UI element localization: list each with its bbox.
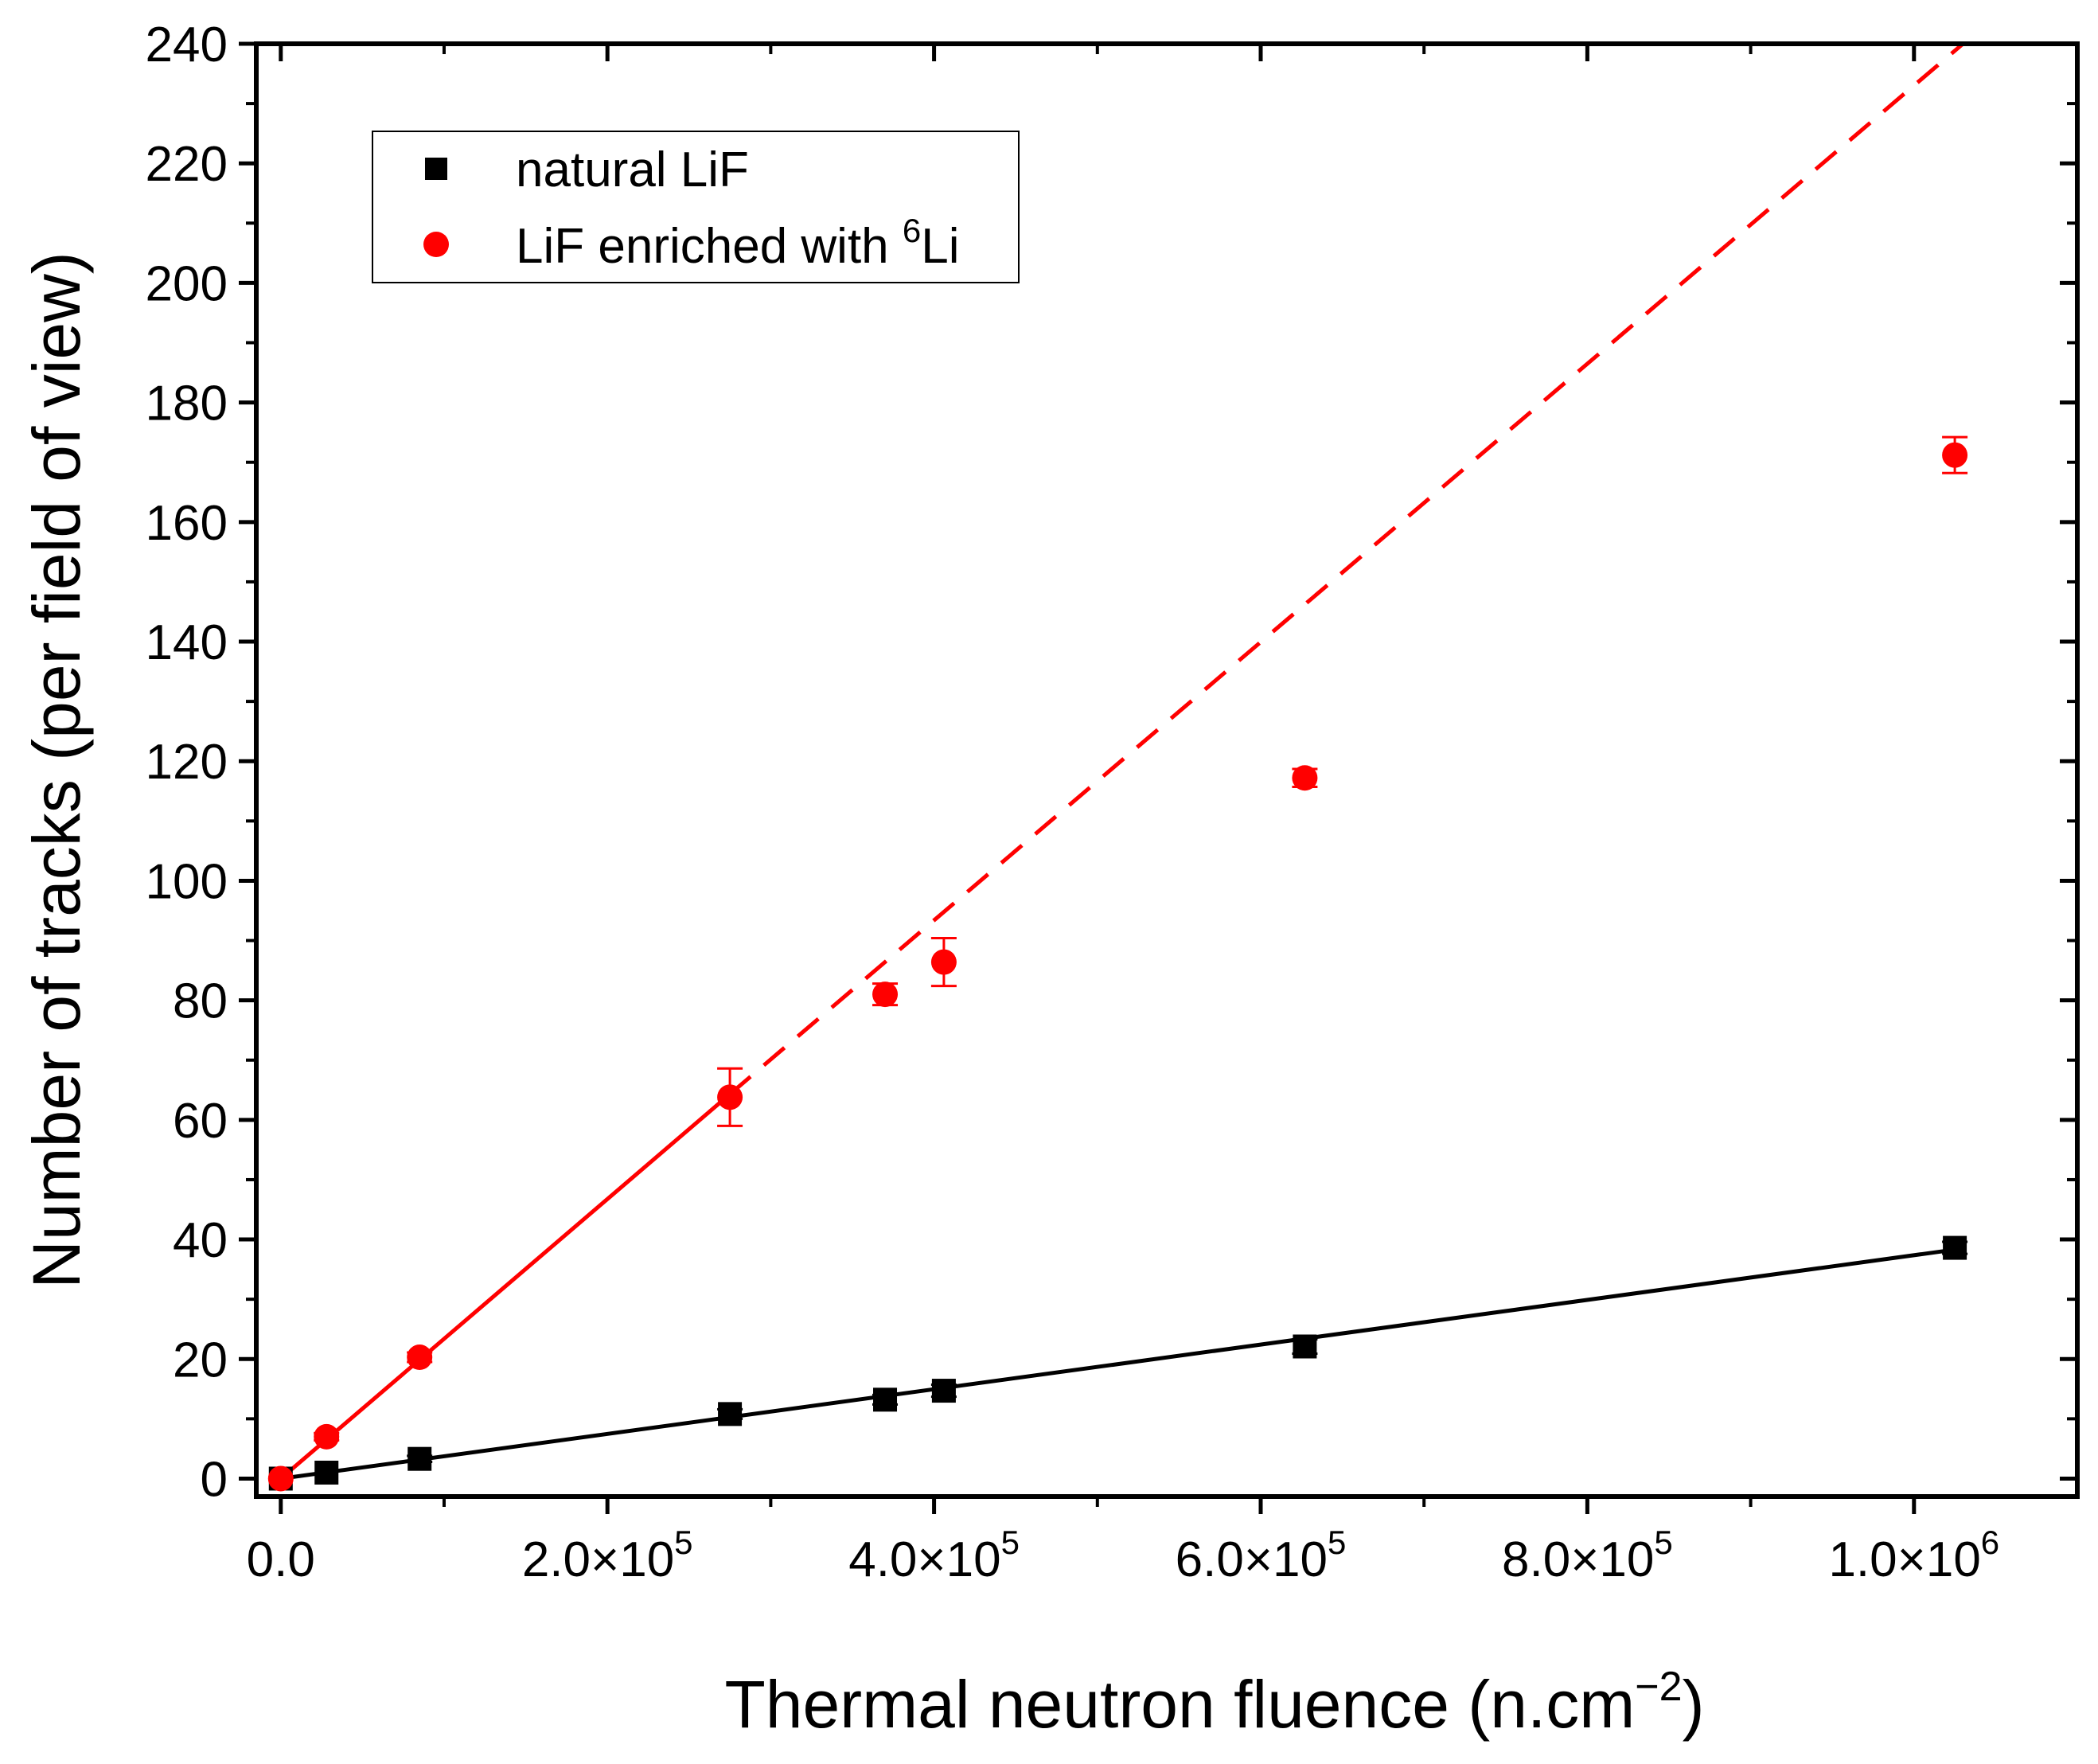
data-point-lif-enriched bbox=[267, 1465, 294, 1492]
x-tick-label: 8.0×105 bbox=[1502, 1524, 1673, 1587]
x-tick-exponent: 5 bbox=[1328, 1524, 1346, 1561]
x-axis-title-exponent: −2 bbox=[1635, 1664, 1682, 1710]
data-points-layer bbox=[267, 435, 1968, 1492]
y-axis-title: Number of tracks (per field of view) bbox=[19, 252, 94, 1288]
y-tick-label: 20 bbox=[173, 1333, 228, 1387]
tick-layer bbox=[239, 41, 2077, 1514]
x-tick-mantissa: 0.0 bbox=[247, 1532, 315, 1587]
data-point-lif-enriched bbox=[717, 1084, 743, 1110]
data-point-lif-enriched bbox=[407, 1344, 433, 1371]
x-tick-exponent: 6 bbox=[1981, 1524, 1999, 1561]
y-tick-label: 160 bbox=[146, 496, 228, 551]
data-point-natural-lif bbox=[408, 1446, 432, 1471]
y-tick-label: 180 bbox=[146, 377, 228, 431]
legend-label-main: LiF enriched with bbox=[516, 219, 903, 274]
y-tick-label: 220 bbox=[146, 137, 228, 192]
y-tick-label: 80 bbox=[173, 974, 228, 1029]
data-point-lif-enriched bbox=[930, 949, 957, 975]
data-point-natural-lif bbox=[718, 1402, 743, 1426]
x-tick-mantissa: 4.0×10 bbox=[848, 1532, 1000, 1587]
tick-labels-layer: 0 20 40 60 80 100 120 140 160 180 200 220 240 0.0 2.0×… bbox=[146, 18, 2000, 1587]
data-point-lif-enriched bbox=[872, 982, 899, 1008]
x-tick-label: 2.0×105 bbox=[522, 1524, 693, 1587]
x-tick-exponent: 5 bbox=[1654, 1524, 1672, 1561]
y-tick-label: 60 bbox=[173, 1094, 228, 1149]
x-axis-title: Thermal neutron fluence (n.cm−2) bbox=[724, 1664, 1704, 1742]
x-tick-mantissa: 8.0×10 bbox=[1502, 1532, 1654, 1587]
y-tick-label: 40 bbox=[173, 1213, 228, 1268]
fit-line-series-0 bbox=[280, 1247, 1956, 1481]
legend-marker-natural-lif bbox=[425, 158, 447, 180]
y-tick-label: 120 bbox=[146, 735, 228, 790]
x-tick-mantissa: 1.0×10 bbox=[1828, 1532, 1980, 1587]
x-tick-label: 4.0×105 bbox=[848, 1524, 1020, 1587]
x-axis-title-main: Thermal neutron fluence (n.cm bbox=[724, 1667, 1635, 1742]
y-tick-label: 240 bbox=[146, 18, 228, 72]
y-tick-label: 200 bbox=[146, 256, 228, 311]
y-tick-label: 0 bbox=[201, 1452, 228, 1507]
x-axis-title-close: ) bbox=[1683, 1667, 1705, 1742]
data-point-lif-enriched bbox=[314, 1423, 340, 1450]
extrapolation-line-series-1 bbox=[728, 42, 1964, 1096]
y-tick-label: 100 bbox=[146, 854, 228, 909]
data-point-lif-enriched bbox=[1942, 442, 1968, 468]
legend-label-suffix: Li bbox=[921, 219, 959, 274]
x-tick-mantissa: 2.0×10 bbox=[522, 1532, 674, 1587]
legend: natural LiF LiF enriched with 6Li bbox=[372, 131, 1020, 283]
x-tick-label: 0.0 bbox=[247, 1532, 315, 1587]
data-point-natural-lif bbox=[873, 1387, 898, 1412]
legend-label-lif-enriched: LiF enriched with 6Li bbox=[516, 212, 960, 274]
x-tick-exponent: 5 bbox=[674, 1524, 692, 1561]
plot-frame bbox=[254, 41, 2080, 1499]
x-tick-exponent: 5 bbox=[1001, 1524, 1020, 1561]
legend-marker-lif-enriched bbox=[423, 232, 449, 257]
data-point-lif-enriched bbox=[1292, 765, 1318, 791]
legend-label-superscript: 6 bbox=[903, 212, 921, 249]
data-point-natural-lif bbox=[1943, 1235, 1967, 1260]
x-tick-label: 1.0×106 bbox=[1828, 1524, 1999, 1587]
data-point-natural-lif bbox=[931, 1379, 956, 1403]
fit-line-series-1 bbox=[279, 1092, 731, 1481]
data-point-natural-lif bbox=[314, 1460, 339, 1485]
data-point-natural-lif bbox=[1293, 1334, 1317, 1359]
y-tick-label: 140 bbox=[146, 615, 228, 670]
x-tick-label: 6.0×105 bbox=[1176, 1524, 1347, 1587]
legend-label-natural-lif: natural LiF bbox=[516, 142, 749, 197]
fit-lines-layer bbox=[279, 42, 1964, 1481]
x-tick-mantissa: 6.0×10 bbox=[1176, 1532, 1328, 1587]
legend-box bbox=[372, 131, 1020, 283]
